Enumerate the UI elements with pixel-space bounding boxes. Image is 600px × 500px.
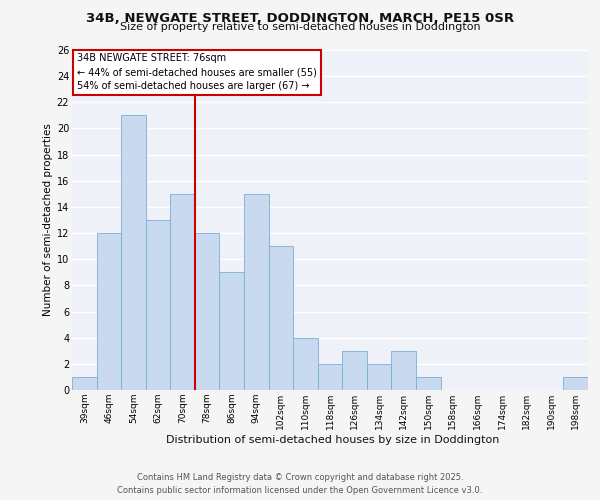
- Bar: [563, 377, 588, 390]
- Y-axis label: Number of semi-detached properties: Number of semi-detached properties: [43, 124, 53, 316]
- Bar: [72, 377, 97, 390]
- Bar: [195, 233, 220, 390]
- Bar: [170, 194, 195, 390]
- Text: 34B NEWGATE STREET: 76sqm
← 44% of semi-detached houses are smaller (55)
54% of : 34B NEWGATE STREET: 76sqm ← 44% of semi-…: [77, 54, 317, 92]
- Bar: [342, 351, 367, 390]
- Text: Size of property relative to semi-detached houses in Doddington: Size of property relative to semi-detach…: [119, 22, 481, 32]
- Text: Distribution of semi-detached houses by size in Doddington: Distribution of semi-detached houses by …: [166, 435, 500, 445]
- Bar: [121, 116, 146, 390]
- Text: Contains HM Land Registry data © Crown copyright and database right 2025.
Contai: Contains HM Land Registry data © Crown c…: [118, 474, 482, 495]
- Bar: [146, 220, 170, 390]
- Bar: [391, 351, 416, 390]
- Bar: [97, 233, 121, 390]
- Bar: [318, 364, 342, 390]
- Bar: [220, 272, 244, 390]
- Bar: [269, 246, 293, 390]
- Bar: [416, 377, 440, 390]
- Bar: [244, 194, 269, 390]
- Bar: [293, 338, 318, 390]
- Bar: [367, 364, 391, 390]
- Text: 34B, NEWGATE STREET, DODDINGTON, MARCH, PE15 0SR: 34B, NEWGATE STREET, DODDINGTON, MARCH, …: [86, 12, 514, 26]
